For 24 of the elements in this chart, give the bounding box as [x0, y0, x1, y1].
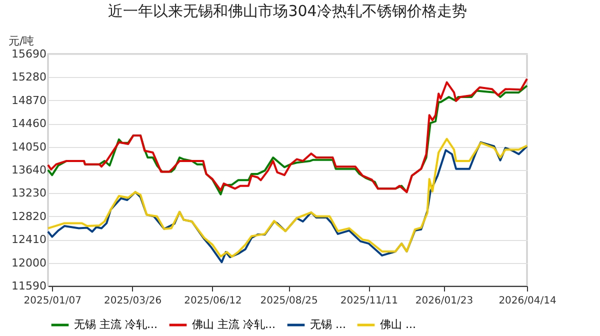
y-tick-label: 12410	[12, 233, 46, 246]
y-axis-title: 元/吨	[8, 34, 34, 48]
y-tick-label: 12000	[12, 256, 46, 270]
y-tick-label: 11590	[12, 280, 46, 292]
x-tick-label: 2025/11/11	[340, 296, 398, 306]
y-tick-label: 12820	[12, 210, 46, 223]
y-tick-label: 15690	[12, 48, 46, 60]
legend-label: 无锡 主流 冷轧...	[74, 318, 158, 331]
y-tick-label: 14050	[12, 140, 46, 154]
legend-label: 无锡 ...	[310, 318, 346, 331]
y-tick-label: 13230	[12, 186, 46, 200]
y-tick-label: 15280	[12, 70, 46, 84]
legend-label: 佛山 ...	[380, 318, 416, 331]
x-tick-label: 2025/03/26	[104, 296, 162, 306]
y-tick-label: 13640	[12, 164, 46, 176]
x-tick-label: 2025/06/12	[184, 296, 242, 306]
x-tick-label: 2026/01/23	[415, 296, 474, 306]
y-tick-label: 14870	[12, 94, 46, 107]
legend-label: 佛山 主流 冷轧...	[192, 318, 276, 331]
y-tick-label: 14460	[12, 117, 46, 130]
x-tick-label: 2026/04/14	[498, 296, 556, 306]
x-tick-label: 2025/01/07	[24, 296, 82, 306]
chart-title: 近一年以来无锡和佛山市场304冷热轧不锈钢价格走势	[108, 2, 467, 20]
x-tick-label: 2025/08/25	[260, 296, 318, 306]
